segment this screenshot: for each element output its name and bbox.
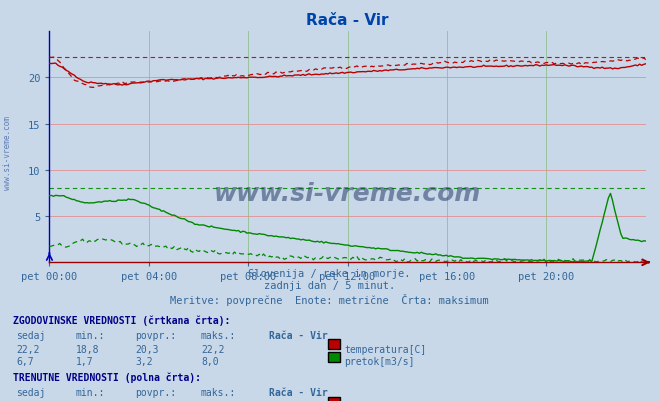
Text: Meritve: povprečne  Enote: metrične  Črta: maksimum: Meritve: povprečne Enote: metrične Črta:… — [170, 294, 489, 306]
Text: povpr.:: povpr.: — [135, 387, 176, 397]
Text: 6,7: 6,7 — [16, 356, 34, 367]
Text: sedaj: sedaj — [16, 330, 46, 340]
Text: 1,7: 1,7 — [76, 356, 94, 367]
Text: www.si-vreme.com: www.si-vreme.com — [214, 182, 481, 205]
Text: min.:: min.: — [76, 330, 105, 340]
Text: 3,2: 3,2 — [135, 356, 153, 367]
Title: Rača - Vir: Rača - Vir — [306, 13, 389, 28]
Text: 22,2: 22,2 — [201, 344, 225, 354]
Text: Rača - Vir: Rača - Vir — [269, 387, 328, 397]
Text: TRENUTNE VREDNOSTI (polna črta):: TRENUTNE VREDNOSTI (polna črta): — [13, 372, 201, 382]
Text: maks.:: maks.: — [201, 330, 236, 340]
Text: 22,2: 22,2 — [16, 344, 40, 354]
Text: sedaj: sedaj — [16, 387, 46, 397]
Text: ZGODOVINSKE VREDNOSTI (črtkana črta):: ZGODOVINSKE VREDNOSTI (črtkana črta): — [13, 315, 231, 325]
Text: Rača - Vir: Rača - Vir — [269, 330, 328, 340]
Text: min.:: min.: — [76, 387, 105, 397]
Text: maks.:: maks.: — [201, 387, 236, 397]
Text: pretok[m3/s]: pretok[m3/s] — [344, 356, 415, 367]
Text: povpr.:: povpr.: — [135, 330, 176, 340]
Text: temperatura[C]: temperatura[C] — [344, 344, 426, 354]
Text: Slovenija / reke in morje.: Slovenija / reke in morje. — [248, 268, 411, 278]
Text: 20,3: 20,3 — [135, 344, 159, 354]
Text: 18,8: 18,8 — [76, 344, 100, 354]
Text: zadnji dan / 5 minut.: zadnji dan / 5 minut. — [264, 281, 395, 291]
Text: 8,0: 8,0 — [201, 356, 219, 367]
Text: www.si-vreme.com: www.si-vreme.com — [3, 115, 13, 189]
